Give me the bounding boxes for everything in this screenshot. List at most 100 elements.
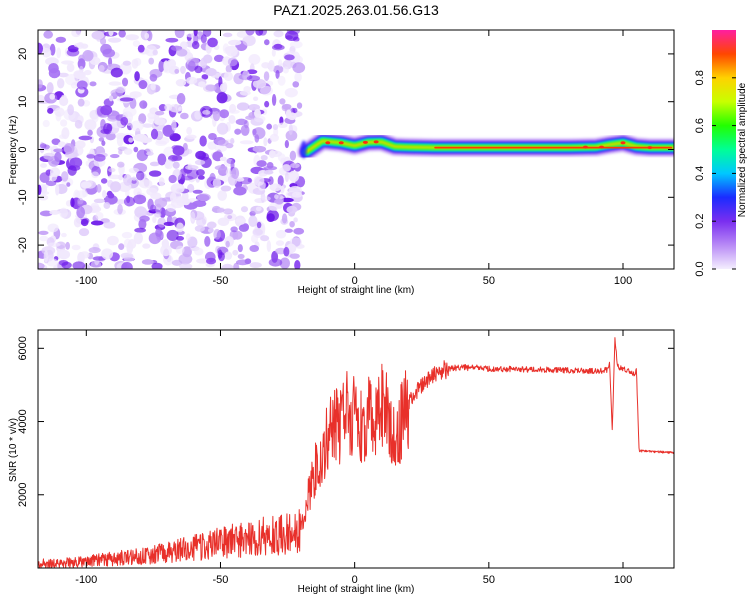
noise-blob	[281, 164, 291, 172]
noise-blob	[294, 72, 302, 83]
noise-blob	[227, 215, 233, 220]
noise-blob	[185, 165, 199, 171]
noise-blob	[148, 57, 155, 65]
noise-blob	[133, 146, 139, 153]
noise-blob	[38, 184, 42, 195]
noise-blob	[158, 60, 165, 73]
colorbar-ticks: 0.0 0.2 0.4 0.6 0.8	[694, 70, 736, 277]
noise-blob	[289, 162, 300, 169]
colorbar-tick-label: 0.8	[694, 70, 706, 85]
noise-blob	[78, 135, 93, 141]
noise-blob	[248, 54, 261, 65]
noise-blob	[56, 47, 62, 59]
noise-blob	[217, 139, 229, 147]
snr-xtick-label: -100	[75, 574, 97, 586]
noise-blob	[133, 187, 142, 197]
noise-blob	[116, 161, 125, 168]
noise-blob	[293, 217, 298, 223]
noise-blob	[194, 247, 204, 256]
noise-blob	[202, 30, 212, 37]
noise-blob	[284, 87, 298, 98]
noise-blob	[186, 76, 198, 85]
noise-blob	[196, 193, 211, 202]
noise-blob	[86, 154, 96, 159]
noise-blob	[166, 229, 179, 242]
noise-blob	[272, 65, 284, 74]
noise-blob	[165, 37, 179, 43]
noise-blob	[47, 242, 61, 247]
noise-blob	[279, 257, 291, 269]
noise-blob	[285, 190, 296, 199]
noise-blob	[219, 83, 227, 92]
noise-blob	[224, 251, 233, 260]
noise-blob	[134, 206, 148, 218]
noise-blob	[100, 178, 108, 184]
noise-blob	[66, 63, 75, 73]
noise-blob	[38, 230, 49, 236]
noise-blob	[179, 263, 193, 269]
noise-blob	[180, 65, 186, 74]
noise-blob	[171, 119, 177, 132]
snr-frame	[37, 329, 675, 569]
noise-blob	[108, 167, 116, 173]
noise-blob	[89, 81, 97, 87]
noise-blob	[283, 246, 290, 257]
noise-blob	[91, 113, 99, 123]
noise-blob	[207, 228, 215, 233]
noise-blob	[80, 218, 89, 227]
noise-blob	[236, 102, 250, 111]
noise-blob	[207, 37, 218, 48]
noise-blob	[193, 30, 198, 37]
noise-blob	[163, 146, 175, 158]
noise-blob	[284, 228, 293, 233]
noise-blob	[216, 122, 229, 135]
spectrogram-xlabel: Height of straight line (km)	[298, 285, 415, 296]
noise-blob	[134, 227, 147, 233]
noise-blob	[232, 262, 240, 269]
noise-blob	[98, 137, 105, 142]
snr-ylabel: SNR (10 * v/v)	[8, 418, 19, 482]
noise-blob	[100, 43, 112, 55]
noise-blob	[269, 133, 279, 142]
noise-blob	[252, 228, 263, 236]
noise-blob	[263, 170, 274, 175]
signal-hotspot	[362, 140, 368, 144]
noise-blob	[224, 46, 236, 54]
noise-blob	[254, 115, 266, 123]
noise-blob	[123, 174, 132, 186]
noise-blob	[157, 153, 167, 166]
noise-blob	[292, 81, 300, 88]
noise-blob	[61, 261, 72, 269]
chart-title: PAZ1.2025.263.01.56.G13	[273, 2, 439, 18]
noise-blob	[289, 253, 300, 259]
noise-blob	[93, 153, 106, 162]
noise-blob	[292, 107, 298, 114]
noise-blob	[266, 161, 274, 169]
noise-blob	[232, 230, 243, 240]
spectrogram-signal	[297, 131, 674, 161]
noise-blob	[292, 62, 306, 74]
noise-blob	[134, 71, 140, 82]
noise-blob	[212, 111, 220, 122]
noise-blob	[88, 247, 101, 254]
snr-xlabel: Height of straight line (km)	[298, 584, 415, 595]
noise-blob	[225, 64, 233, 73]
noise-blob	[116, 134, 124, 147]
noise-blob	[87, 129, 93, 136]
noise-blob	[246, 69, 258, 75]
noise-blob	[125, 34, 139, 41]
noise-blob	[187, 60, 196, 72]
noise-blob	[227, 57, 238, 67]
noise-blob	[204, 236, 211, 247]
noise-blob	[246, 75, 261, 82]
noise-blob	[121, 261, 133, 269]
noise-blob	[40, 163, 48, 168]
noise-blob	[120, 116, 129, 126]
noise-blob	[275, 229, 287, 239]
noise-blob	[249, 244, 260, 252]
noise-blob	[95, 212, 104, 220]
noise-blob	[255, 206, 262, 212]
noise-blob	[38, 42, 43, 55]
snr-ytick-label: 2000	[17, 483, 29, 507]
